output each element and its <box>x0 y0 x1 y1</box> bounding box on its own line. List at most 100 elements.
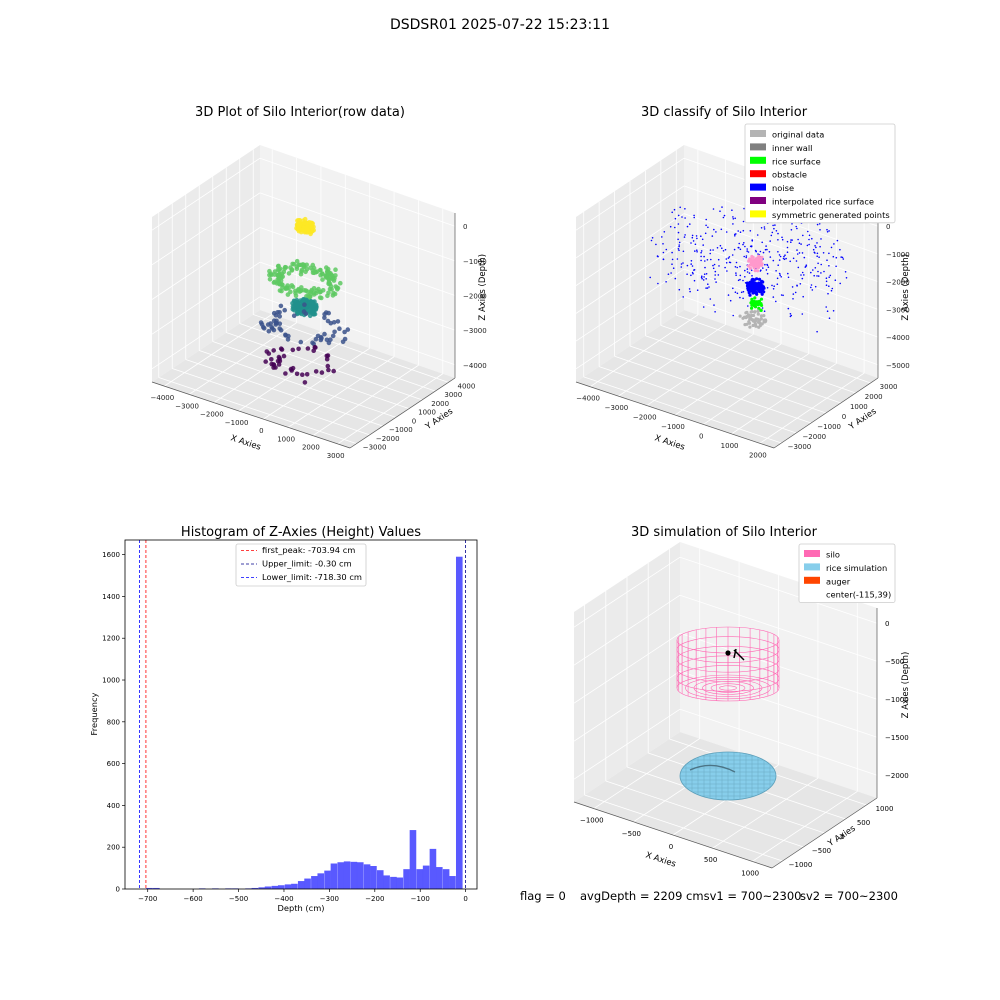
scatter-point <box>294 297 300 303</box>
scatter-point <box>696 237 698 240</box>
scatter-point <box>674 226 676 229</box>
scatter-point <box>753 281 758 285</box>
scatter-point <box>739 296 741 299</box>
scatter-point <box>801 277 804 280</box>
scatter-point <box>324 353 330 359</box>
scatter-point <box>274 318 279 324</box>
raw-ztick-label: 0 <box>463 223 467 231</box>
scatter-point <box>721 247 723 249</box>
scatter-point <box>669 225 672 228</box>
silo-ring <box>676 674 780 702</box>
scatter-point <box>693 269 696 271</box>
scatter-point <box>700 255 702 258</box>
scatter-point <box>303 311 309 317</box>
scatter-point <box>777 239 779 241</box>
scatter-point <box>267 277 273 282</box>
scatter-point <box>703 273 706 276</box>
scatter-point <box>814 285 817 288</box>
scatter-point <box>712 208 715 210</box>
scatter-point <box>778 272 781 275</box>
silo-ring <box>676 665 780 692</box>
scatter-point <box>671 258 674 261</box>
sim-z-axis-label: Z Axies (Depth) <box>901 652 911 719</box>
scatter-point <box>689 223 691 225</box>
scatter-point <box>686 264 689 267</box>
scatter-point <box>778 259 781 261</box>
scatter-point <box>712 264 714 267</box>
scatter-point <box>691 236 694 239</box>
scatter-point <box>745 256 747 259</box>
scatter-point <box>707 283 709 286</box>
scatter-point <box>706 259 709 261</box>
scatter-point <box>781 236 783 239</box>
scatter-point <box>331 368 337 374</box>
scatter-point <box>803 256 806 259</box>
scatter-point <box>810 271 812 274</box>
scatter-point <box>796 285 798 287</box>
scatter-point <box>807 230 809 233</box>
scatter-point <box>845 277 848 279</box>
scatter-point <box>739 274 742 277</box>
scatter-point <box>747 320 751 324</box>
scatter-point <box>690 260 693 262</box>
scatter-point <box>826 231 829 233</box>
scatter-point <box>328 337 333 343</box>
scatter-point <box>322 331 327 337</box>
scatter-point <box>761 307 764 309</box>
center-marker <box>725 650 731 656</box>
scatter-point <box>776 283 779 286</box>
scatter-point <box>290 347 296 353</box>
scatter-point <box>700 259 702 262</box>
cls-zgrid-left <box>575 157 685 231</box>
scatter-point <box>293 288 298 294</box>
scatter-point <box>766 248 768 251</box>
silo-ring <box>676 645 780 673</box>
raw-ztick-label: −4000 <box>463 362 487 370</box>
scatter-point <box>769 256 772 258</box>
scatter-point <box>345 327 351 332</box>
scatter-point <box>835 265 837 268</box>
raw-ytick-label: −3000 <box>363 444 387 452</box>
scatter-point <box>275 267 281 273</box>
legend-label: Lower_limit: -718.30 cm <box>262 572 362 582</box>
scatter-point <box>304 372 310 377</box>
silo-ring <box>676 636 780 663</box>
scatter-point <box>704 260 706 262</box>
histogram-bar <box>429 848 437 889</box>
histogram-bar <box>390 876 397 889</box>
scatter-point <box>791 286 794 288</box>
scatter-point <box>283 371 288 376</box>
scatter-point <box>291 313 297 319</box>
scatter-point <box>330 333 336 339</box>
scatter-point <box>693 214 695 217</box>
scatter-point <box>752 290 756 294</box>
scatter-point <box>712 249 714 251</box>
scatter-point <box>792 293 795 295</box>
scatter-point <box>717 258 720 261</box>
scatter-point <box>288 289 293 295</box>
scatter-point <box>777 264 779 267</box>
scatter-point <box>692 272 694 275</box>
legend-label: first_peak: -703.94 cm <box>262 545 355 555</box>
scatter-point <box>661 236 663 238</box>
scatter-point <box>794 291 797 294</box>
scatter-point <box>734 266 737 268</box>
scatter-point <box>289 267 295 272</box>
auger-line <box>733 648 737 659</box>
scatter-point <box>694 250 696 252</box>
cls-zgrid <box>683 240 879 310</box>
scatter-point <box>742 243 744 246</box>
y-tick-label: 800 <box>107 718 120 726</box>
scatter-point <box>709 249 712 251</box>
scatter-point <box>272 279 277 285</box>
y-tick-label: 400 <box>107 802 120 810</box>
scatter-point <box>735 272 737 274</box>
cls-ygrid <box>614 355 812 424</box>
sim-ytick-label: −500 <box>812 847 831 855</box>
scatter-point <box>317 295 323 300</box>
scatter-point <box>743 255 745 258</box>
cls-ztick-label: −4000 <box>886 334 910 342</box>
sim-legend-label: rice simulation <box>826 563 887 573</box>
sim-ztick-label: −500 <box>885 658 904 666</box>
scatter-point <box>709 252 711 255</box>
